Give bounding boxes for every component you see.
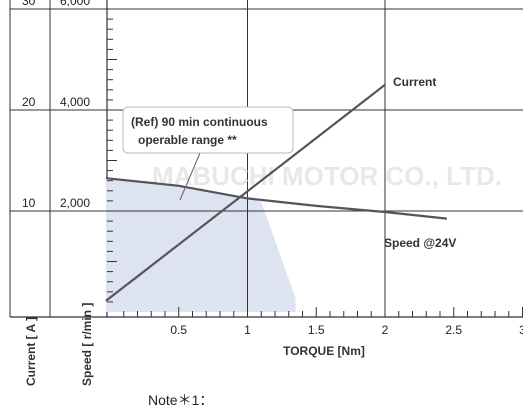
annotation-box	[122, 106, 294, 154]
speed-tick-label: 2,000	[60, 196, 90, 210]
speed-series-label: Speed @24V	[384, 236, 456, 250]
speed-tick-label: 4,000	[60, 95, 90, 109]
current-series-label: Current	[393, 75, 436, 89]
x-axis-title: TORQUE [Nm]	[283, 344, 365, 358]
current-tick-label: 20	[22, 95, 36, 109]
watermark-text: MABUCHI MOTOR CO., LTD.	[152, 161, 502, 191]
x-tick-label: 2.5	[445, 323, 462, 337]
operable-range-region	[105, 178, 296, 312]
note-text: Note＊1：	[148, 392, 214, 408]
current-tick-label: 30	[22, 0, 36, 8]
current-tick-label: 10	[22, 196, 36, 210]
speed-axis-title: Speed [ r/min ]	[80, 303, 94, 386]
x-tick-label: 0.5	[170, 323, 187, 337]
speed-series-line	[105, 177, 448, 220]
current-axis-title: Current [ A ]	[24, 317, 38, 386]
speed-tick-label: 6,000	[60, 0, 90, 8]
x-tick-label: 3	[519, 323, 523, 337]
current-series-line	[105, 83, 386, 302]
x-tick-label: 1.5	[308, 323, 325, 337]
x-tick-label: 2	[382, 323, 389, 337]
annotation-text-line1: (Ref) 90 min continuous	[131, 115, 268, 129]
annotation-leader-line	[179, 152, 201, 201]
x-tick-label: 1	[244, 323, 251, 337]
annotation-text-line2: operable range **	[138, 133, 237, 147]
